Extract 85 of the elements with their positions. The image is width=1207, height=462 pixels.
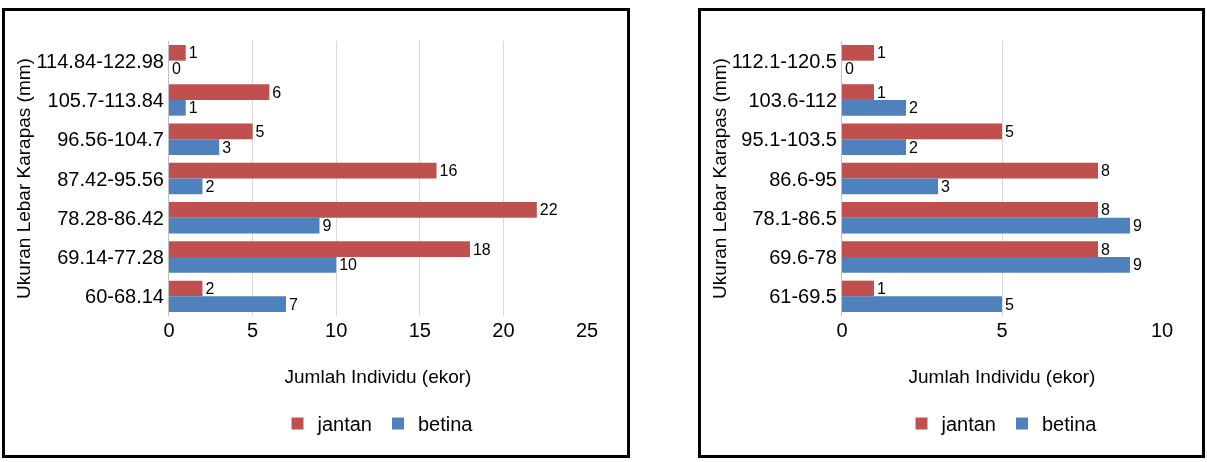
x-tick-label: 25 [575,319,599,341]
data-label: 1 [188,44,198,62]
bar [842,202,1098,218]
bar [842,123,1002,140]
legend-label: betina [418,413,474,436]
y-tick-label: 61-69.5 [769,285,837,308]
bar [842,217,1130,234]
x-tick-label: 10 [325,319,348,341]
bar [169,178,203,195]
bar [169,99,186,116]
bar [169,241,470,258]
data-label: 18 [472,240,491,258]
data-label: 9 [322,217,332,235]
data-label: 7 [289,295,299,313]
data-label: 10 [339,256,358,274]
x-tick-label: 5 [996,319,1008,341]
data-label: 2 [205,177,215,195]
y-tick-label: 87.42-95.56 [57,167,164,190]
bar [169,280,203,297]
data-label: 2 [909,138,918,156]
bar [169,162,437,179]
data-label: 16 [439,162,458,180]
data-label: 2 [909,99,918,117]
y-tick-label: 60-68.14 [85,285,164,308]
x-tick-label: 5 [247,319,259,341]
y-tick-label: 114.84-122.98 [36,49,164,72]
x-tick-label: 20 [492,319,515,341]
y-tick-label: 112.1-120.5 [731,49,837,72]
bar [842,296,1002,313]
data-label: 3 [941,177,950,195]
x-axis-title: Jumlah Individu (ekor) [908,366,1096,387]
x-tick-label: 15 [408,319,431,341]
bar [169,44,186,61]
bar [169,296,287,313]
data-label: 1 [877,280,886,297]
x-axis-title: Jumlah Individu (ekor) [284,366,472,387]
bar [842,139,906,155]
data-label: 8 [1101,240,1110,258]
data-label: 8 [1101,162,1110,180]
y-tick-label: 69.14-77.28 [57,246,164,269]
bar [842,162,1098,179]
bar [842,178,938,195]
data-label: 1 [877,44,886,62]
y-tick-label: 69.6-78 [769,246,837,269]
data-label: 6 [272,83,282,101]
y-tick-label: 95.1-103.5 [741,128,837,151]
data-label: 8 [1101,201,1110,219]
bar [842,84,874,100]
y-tick-label: 78.1-86.5 [752,206,837,229]
data-label: 1 [188,99,198,117]
bar [842,99,906,116]
bar [169,202,537,218]
legend-label: jantan [940,413,996,436]
y-tick-label: 103.6-112 [748,88,837,111]
data-label: 1 [877,83,886,101]
bar [169,123,253,140]
y-tick-label: 86.6-95 [769,167,837,190]
data-label: 3 [222,138,232,156]
x-tick-label: 0 [836,319,848,341]
y-tick-label: 105.7-113.84 [47,88,164,111]
legend-label: jantan [316,413,372,436]
x-tick-label: 10 [1150,319,1174,341]
data-label: 5 [1005,295,1014,313]
bar [169,217,320,234]
bar [842,241,1098,258]
bar [842,257,1130,273]
x-tick-label: 0 [163,319,175,341]
data-label: 0 [172,60,181,77]
data-label: 22 [539,201,558,219]
bar [169,84,270,100]
legend-label: betina [1042,413,1098,436]
data-label: 9 [1133,217,1142,235]
y-tick-label: 96.56-104.7 [57,128,164,151]
data-label: 0 [845,60,854,77]
data-label: 9 [1133,256,1142,274]
bar [169,257,337,273]
data-label: 2 [205,280,215,297]
bar [842,44,874,61]
data-label: 5 [1005,122,1014,140]
y-axis-title: Ukuran Lebar Karapas (mm) [708,58,730,299]
bar [169,139,220,155]
y-tick-label: 78.28-86.42 [57,206,164,229]
y-axis-title: Ukuran Lebar Karapas (mm) [13,58,35,299]
data-label: 5 [255,122,265,140]
bar [842,280,874,297]
